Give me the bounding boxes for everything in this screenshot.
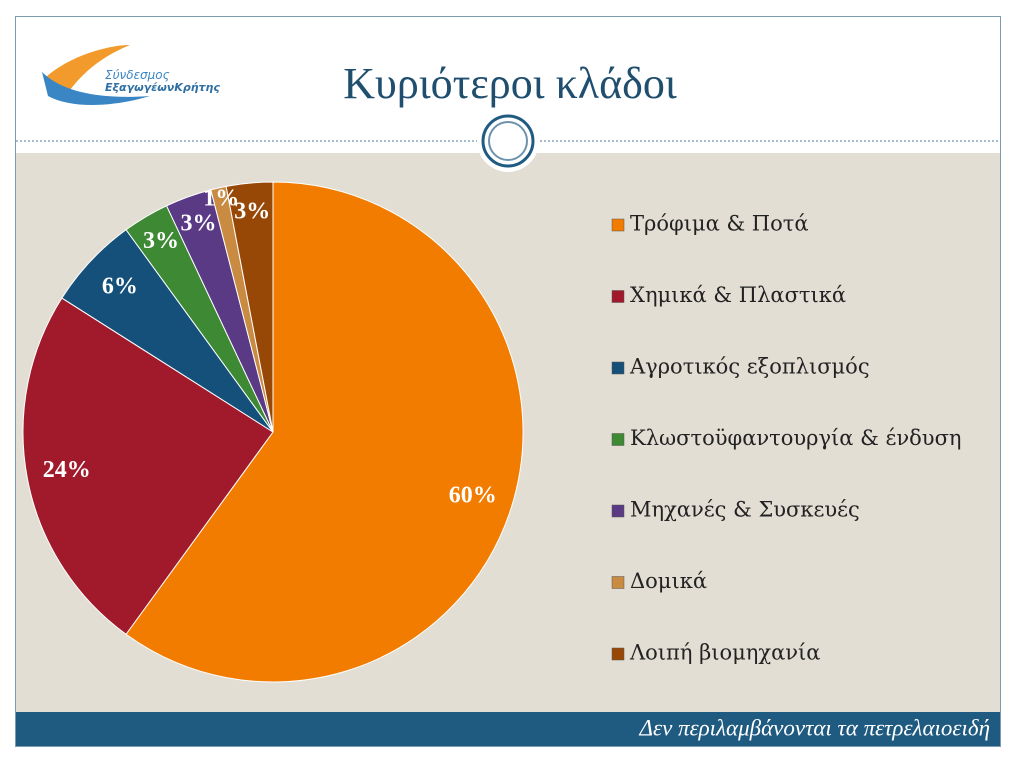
value-label: 3% (180, 211, 216, 237)
pie-slice (125, 181, 524, 683)
footer-text: Δεν περιλαμβάνονται τα πετρελαιοειδή (639, 715, 990, 740)
legend-label: Λοιπή βιομηχανία (629, 641, 820, 665)
legend-label: Χημικά & Πλαστικά (630, 283, 846, 307)
legend-label: Δομικά (630, 569, 707, 593)
value-label: 3% (234, 198, 270, 224)
legend-label: Κλωστοϋφαντουργία & ένδυση (630, 426, 962, 450)
logo-text: Σύνδεσμος (105, 68, 170, 82)
value-labels: 60%24%6%3%3%1%3% (43, 186, 497, 509)
pie-slice (225, 181, 274, 433)
legend-label: Μηχανές & Συσκευές (630, 498, 860, 522)
logo-swoosh (42, 72, 150, 105)
legend-label: Αγροτικός εξοπλισμός (629, 355, 870, 379)
legend-swatch (611, 504, 625, 518)
logo-swoosh (45, 45, 130, 90)
chart-title: Κυριότεροι κλάδοι (343, 59, 677, 108)
legend-swatch (611, 647, 625, 661)
value-label: 6% (102, 274, 138, 300)
legend: Τρόφιμα & Ποτά Χημικά & Πλαστικά Αγροτικός… (611, 212, 962, 665)
logo: Σύνδεσμος ΕξαγωγέωνΚρήτης (42, 45, 220, 105)
pie-slice (22, 297, 274, 635)
legend-swatch (611, 361, 625, 375)
ornament-inner (488, 121, 528, 161)
legend-swatch (611, 290, 625, 303)
value-label: 1% (203, 186, 239, 212)
pie (22, 181, 524, 683)
value-label: 60% (449, 482, 497, 508)
legend-swatch (611, 576, 625, 589)
logo-text: ΕξαγωγέωνΚρήτης (105, 81, 220, 94)
value-label: 3% (143, 228, 179, 254)
footer-bar (16, 712, 1000, 746)
value-label: 24% (43, 457, 91, 483)
legend-swatch (611, 433, 625, 446)
legend-swatch (611, 218, 625, 232)
ornament-ring (481, 114, 535, 168)
legend-label: Τρόφιμα & Ποτά (630, 212, 809, 236)
